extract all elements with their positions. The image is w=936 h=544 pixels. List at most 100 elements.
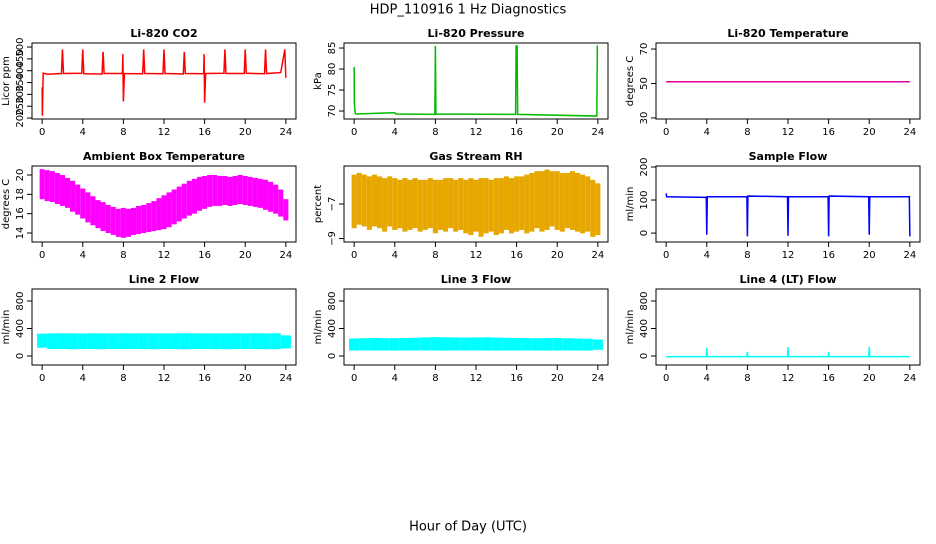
x-tick-label: 12	[782, 250, 795, 261]
y-tick-label: 350	[15, 73, 26, 92]
data-band	[453, 179, 459, 232]
data-band	[511, 337, 522, 351]
data-band	[470, 337, 482, 351]
plot-frame	[343, 288, 609, 366]
data-band	[498, 178, 504, 234]
data-band	[481, 337, 492, 351]
data-band	[146, 203, 152, 233]
y-axis-label: percent	[313, 185, 324, 223]
x-tick-label: 0	[351, 373, 357, 384]
x-tick-label: 24	[591, 373, 604, 384]
data-band	[585, 176, 591, 232]
data-band	[202, 175, 208, 209]
data-band	[493, 178, 499, 236]
y-tick-label: 400	[327, 319, 338, 338]
x-tick-label: 24	[903, 373, 916, 384]
y-tick-label: 0	[639, 353, 650, 359]
x-tick-label: 16	[198, 250, 211, 261]
y-tick-label: 400	[15, 61, 26, 80]
y-axis-label: degrees C	[1, 179, 12, 229]
y-tick-label: 20	[15, 169, 26, 182]
data-band	[359, 338, 370, 351]
data-band	[580, 174, 586, 234]
data-band	[521, 338, 532, 351]
data-band	[569, 171, 575, 230]
data-band	[186, 180, 192, 216]
panel-title: Sample Flow	[749, 150, 828, 163]
x-tick-label: 16	[822, 127, 835, 138]
data-band	[67, 333, 78, 350]
x-tick-label: 24	[903, 127, 916, 138]
data-band	[191, 178, 197, 214]
y-tick-label: 16	[15, 207, 26, 220]
y-axis-label: ml/min	[625, 187, 636, 222]
data-band	[189, 333, 200, 350]
data-band	[473, 179, 479, 232]
data-band	[349, 338, 360, 351]
y-axis-label: degrees C	[625, 56, 636, 106]
x-tick-label: 16	[198, 127, 211, 138]
data-band	[377, 176, 383, 229]
data-band	[590, 179, 596, 237]
data-band	[105, 204, 111, 234]
data-band	[564, 172, 570, 229]
x-tick-label: 20	[551, 250, 564, 261]
data-band	[542, 338, 553, 351]
data-band	[110, 206, 116, 235]
plot-area	[41, 49, 287, 116]
data-band	[582, 338, 593, 351]
data-band	[141, 204, 147, 234]
data-band	[166, 192, 172, 228]
data-band	[369, 337, 380, 351]
panel: Line 2 Flow ml/min 0 4 8 12 16 20 24 0 400 800	[1, 273, 297, 384]
data-band	[263, 179, 269, 210]
plot-area	[353, 45, 599, 117]
data-band	[503, 176, 509, 230]
x-tick-label: 20	[863, 373, 876, 384]
data-band	[432, 179, 438, 234]
x-tick-label: 16	[510, 250, 523, 261]
data-band	[437, 179, 443, 230]
data-band	[87, 333, 98, 350]
panel-title: Li-820 Temperature	[727, 27, 848, 40]
data-band	[575, 172, 581, 232]
panel-title: Li-820 CO2	[130, 27, 197, 40]
data-band	[85, 192, 91, 223]
data-band	[65, 177, 71, 208]
data-band	[509, 178, 515, 234]
data-band	[488, 179, 494, 232]
x-tick-label: 16	[822, 250, 835, 261]
data-band	[169, 333, 180, 350]
x-tick-label: 8	[120, 373, 126, 384]
data-band	[478, 178, 484, 237]
data-band	[252, 177, 258, 207]
panel: Ambient Box Temperature degrees C 0 4 8 12 16 2…	[1, 150, 297, 261]
data-band	[250, 333, 261, 350]
data-band	[75, 184, 81, 215]
y-tick-label: 14	[15, 227, 26, 240]
x-tick-label: 0	[39, 127, 45, 138]
x-tick-label: 4	[704, 373, 710, 384]
y-tick-label: 250	[15, 97, 26, 116]
data-band	[501, 337, 512, 351]
data-band	[549, 171, 555, 227]
data-band	[399, 337, 410, 351]
x-tick-label: 0	[663, 250, 669, 261]
y-axis-label: Licor ppm	[1, 56, 12, 106]
data-band	[273, 184, 279, 214]
y-tick-label: 500	[15, 37, 26, 56]
data-band	[222, 175, 228, 205]
data-band	[524, 174, 530, 234]
x-tick-label: 24	[903, 250, 916, 261]
data-band	[232, 175, 238, 205]
x-tick-label: 12	[158, 373, 171, 384]
data-band	[212, 174, 218, 206]
data-line	[665, 193, 911, 237]
data-band	[430, 337, 441, 351]
data-band	[257, 178, 263, 208]
data-band	[230, 333, 241, 350]
x-tick-label: 20	[239, 373, 252, 384]
x-tick-label: 0	[351, 250, 357, 261]
data-band	[242, 175, 248, 205]
data-band	[240, 333, 251, 350]
